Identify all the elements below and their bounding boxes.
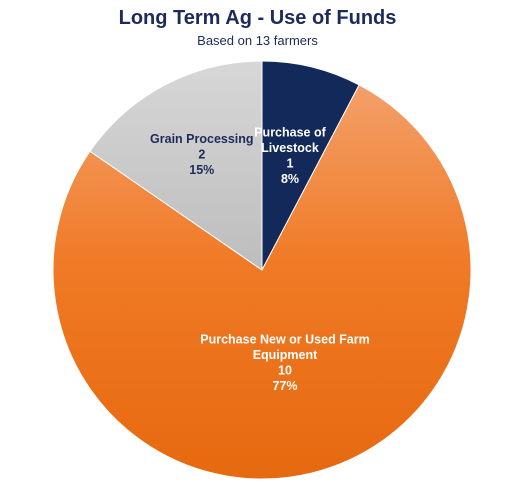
chart-subtitle: Based on 13 farmers [197, 33, 318, 48]
slice-label-percent: 8% [281, 172, 299, 186]
slice-label-percent: 77% [272, 379, 297, 393]
slice-label-name-line: Grain Processing [150, 132, 254, 146]
slice-label-name-line: Livestock [261, 141, 319, 155]
slice-label-value: 1 [287, 156, 294, 170]
slice-label-value: 2 [198, 148, 205, 162]
slice-label-grain-processing: Grain Processing 215% [150, 132, 254, 177]
slice-label-name-line: Purchase of [254, 125, 326, 139]
pie-slices [52, 60, 472, 480]
slice-label-name-line: Equipment [253, 348, 318, 362]
pie-slice-grain-processing [89, 60, 263, 271]
chart-title: Long Term Ag - Use of Funds [118, 7, 397, 29]
slice-label-name-line: Purchase New or Used Farm [200, 332, 370, 346]
slice-label-value: 10 [278, 363, 292, 377]
slice-label-percent: 15% [189, 163, 214, 177]
pie-slice-purchase-of-livestock [261, 60, 360, 271]
pie-slice-purchase-new-or-used-farm-equipment [52, 84, 472, 480]
